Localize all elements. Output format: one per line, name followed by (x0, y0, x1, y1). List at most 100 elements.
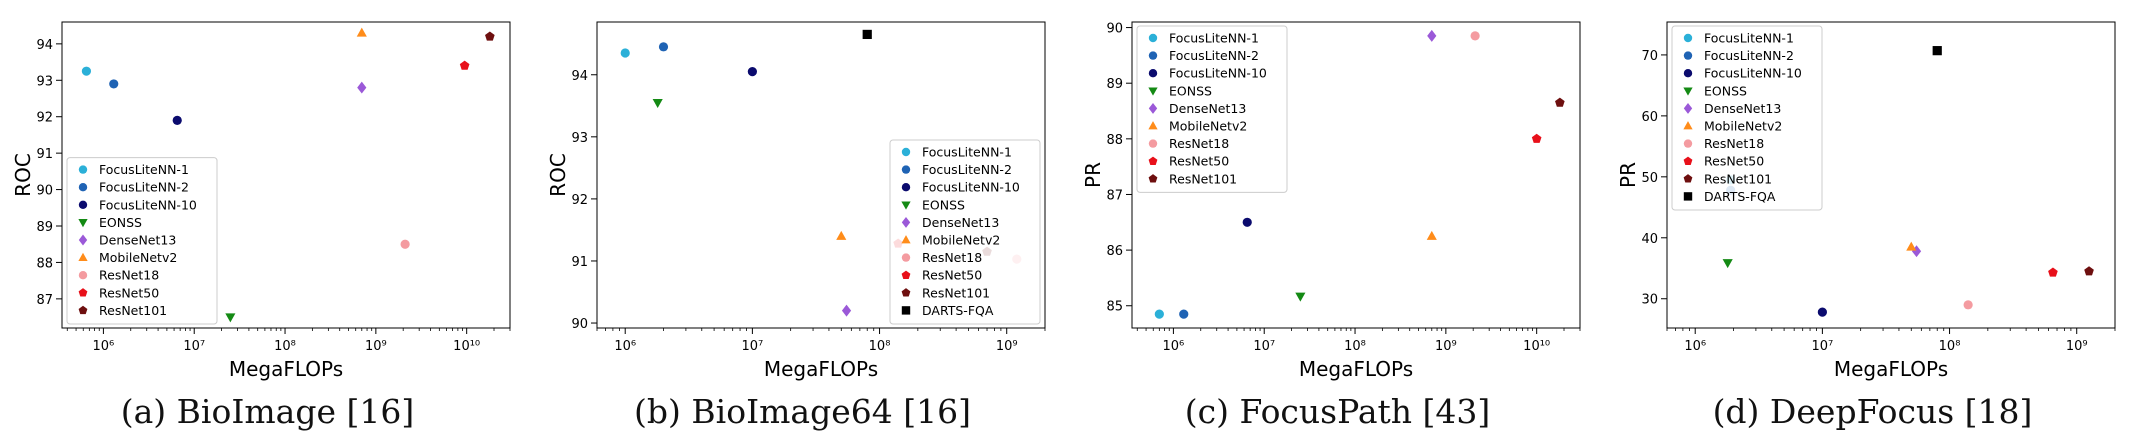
x-tick-label: 10⁸ (869, 339, 891, 354)
point-focuslitenn-1 (620, 48, 630, 58)
y-tick-label: 89 (36, 220, 53, 235)
y-tick-label: 70 (1641, 49, 1658, 64)
x-tick-label: 10⁷ (741, 339, 763, 354)
panel-b: 10⁶ 10⁷ 10⁸ 10⁹ 90 91 92 93 94 MegaFLOPs ROC FocusL… (535, 0, 1070, 448)
point-resnet101 (2084, 266, 2094, 276)
y-tick-label: 30 (1641, 293, 1658, 308)
legend-marker-focuslitenn-2 (78, 183, 88, 192)
point-densenet13 (357, 81, 367, 94)
x-tick-label: 10¹⁰ (1523, 339, 1550, 354)
legend-frame (889, 139, 1041, 325)
x-tick-label: 10⁶ (614, 339, 636, 354)
legend-marker-darts-fqa (901, 306, 911, 315)
point-darts-fqa (862, 29, 872, 40)
y-tick-label: 88 (36, 256, 53, 271)
legend-frame (66, 157, 218, 325)
legend-label-resnet18: ResNet18 (1704, 136, 1764, 151)
x-tick-label: 10⁷ (1253, 339, 1275, 354)
point-eonss (1722, 259, 1733, 269)
legend-marker-darts-fqa (1683, 192, 1693, 201)
x-tick-label: 10⁶ (1684, 339, 1706, 354)
point-resnet18 (1470, 31, 1480, 41)
legend-marker-focuslitenn-2 (901, 165, 911, 174)
y-tick-label: 93 (36, 74, 53, 89)
legend-marker-densenet13 (1148, 102, 1158, 114)
y-axis-label: PR (1081, 162, 1105, 188)
y-tick-label: 50 (1641, 171, 1658, 186)
y-tick-label: 92 (571, 193, 588, 208)
legend-label-mobilenetv2: MobileNetv2 (99, 250, 177, 265)
x-tick-label: 10⁹ (1435, 339, 1457, 354)
legend-marker-eonss (78, 219, 88, 228)
point-resnet101 (1555, 97, 1565, 107)
legend-label-focuslitenn-10: FocusLiteNN-10 (1169, 66, 1267, 81)
legend-label-focuslitenn-1: FocusLiteNN-1 (1704, 31, 1794, 46)
point-resnet18 (400, 239, 410, 249)
caption-d: (d) DeepFocus [18] (1712, 392, 2033, 431)
plot-frame (1131, 21, 1581, 329)
legend-marker-focuslitenn-1 (1148, 33, 1158, 43)
legend-marker-resnet50 (901, 270, 911, 279)
panel-c: 10⁶ 10⁷ 10⁸ 10⁹ 10¹⁰ 85 86 87 88 89 90 MegaFLOPs PR F… (1070, 0, 1605, 448)
legend-label-resnet18: ResNet18 (99, 268, 159, 283)
legend-marker-densenet13 (78, 234, 88, 246)
point-focuslitenn-10 (747, 67, 757, 77)
x-tick-label: 10¹⁰ (453, 339, 480, 354)
legend-marker-focuslitenn-1 (901, 147, 911, 157)
plot-frame (596, 21, 1046, 329)
legend-marker-resnet18 (901, 253, 911, 262)
legend-marker-resnet101 (78, 305, 88, 315)
chart-deepfocus: 10⁶ 10⁷ 10⁸ 10⁹ 30 40 50 60 70 MegaFLOPs PR FocusLi… (1616, 21, 2116, 381)
x-tick-label: 10⁸ (1344, 339, 1366, 354)
legend-marker-resnet50 (1683, 156, 1693, 165)
point-eonss (1295, 292, 1306, 302)
legend-label-eonss: EONSS (1704, 83, 1747, 98)
legend-label-densenet13: DenseNet13 (1169, 101, 1246, 116)
point-focuslitenn-10 (172, 115, 182, 125)
point-mobilenetv2 (1426, 230, 1437, 240)
y-tick-label: 87 (36, 293, 53, 308)
legend-marker-resnet101 (901, 288, 911, 297)
legend-label-focuslitenn-10: FocusLiteNN-10 (1704, 66, 1802, 81)
y-axis-label: ROC (546, 153, 570, 197)
y-tick-label: 90 (36, 184, 53, 199)
y-tick-label: 40 (1641, 232, 1658, 247)
plot-frame (1666, 21, 2116, 329)
legend-label-densenet13: DenseNet13 (99, 233, 176, 248)
legend-marker-focuslitenn-10 (1148, 69, 1158, 78)
legend-label-mobilenetv2: MobileNetv2 (1704, 119, 1782, 134)
legend-label-eonss: EONSS (922, 197, 965, 212)
y-tick-label: 94 (36, 38, 53, 53)
plot-frame (61, 21, 511, 329)
x-axis-label: MegaFLOPs (1299, 357, 1413, 381)
x-axis-label: MegaFLOPs (764, 357, 878, 381)
legend-label-mobilenetv2: MobileNetv2 (1169, 119, 1247, 134)
legend-frame (1136, 25, 1288, 193)
x-tick-label: 10⁷ (183, 339, 205, 354)
y-tick-label: 90 (1106, 22, 1123, 37)
legend-label-resnet50: ResNet50 (922, 268, 982, 283)
x-tick-label: 10⁹ (2066, 339, 2088, 354)
point-focuslitenn-10 (1242, 217, 1252, 227)
point-focuslitenn-1 (81, 66, 92, 76)
legend-marker-focuslitenn-2 (1148, 51, 1158, 60)
y-tick-label: 93 (571, 131, 588, 146)
y-tick-label: 91 (571, 255, 588, 270)
legend-label-focuslitenn-10: FocusLiteNN-10 (99, 197, 197, 212)
caption-c: (c) FocusPath [43] (1184, 392, 1491, 431)
legend-label-densenet13: DenseNet13 (922, 215, 999, 230)
legend-marker-mobilenetv2 (1148, 121, 1158, 130)
legend-marker-mobilenetv2 (1683, 121, 1693, 130)
y-tick-label: 92 (36, 111, 53, 126)
legend-label-resnet101: ResNet101 (922, 285, 990, 300)
y-tick-label: 87 (1106, 188, 1123, 203)
legend-label-focuslitenn-2: FocusLiteNN-2 (922, 162, 1012, 177)
point-focuslitenn-10 (1817, 307, 1827, 317)
legend-marker-eonss (901, 201, 911, 210)
legend-label-resnet18: ResNet18 (922, 250, 982, 265)
x-axis-label: MegaFLOPs (1834, 357, 1948, 381)
y-tick-label: 94 (571, 69, 588, 84)
chart-bioimage: 10⁶ 10⁷ 10⁸ 10⁹ 10¹⁰ 87 88 89 90 91 92 93 94 MegaFLOP… (11, 21, 511, 381)
legend: FocusLiteNN-1 FocusLiteNN-2 FocusLiteNN-10… (889, 139, 1041, 325)
point-eonss (225, 313, 236, 323)
